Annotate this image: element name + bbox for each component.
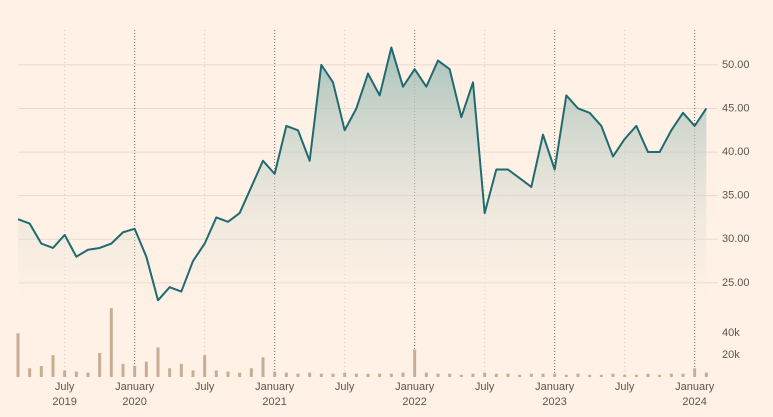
volume-bar	[378, 373, 382, 377]
volume-bar	[284, 372, 288, 377]
volume-bar	[203, 355, 207, 377]
x-tick-label: July	[55, 381, 75, 393]
y-tick-label: 20k	[722, 349, 740, 361]
volume-bar	[261, 357, 265, 377]
volume-bar	[39, 366, 43, 377]
x-year-label: 2021	[262, 396, 286, 408]
x-year-label: 2020	[122, 396, 146, 408]
x-tick-label: July	[195, 381, 215, 393]
x-year-label: 2024	[682, 396, 706, 408]
y-tick-label: 50.00	[722, 59, 750, 71]
volume-bar	[436, 373, 440, 377]
x-year-label: 2019	[52, 396, 76, 408]
y-tick-label: 40k	[722, 327, 740, 339]
volume-bar	[693, 368, 697, 377]
volume-bar	[529, 373, 533, 377]
volume-bar	[296, 373, 300, 377]
y-tick-label: 30.00	[722, 233, 750, 245]
volume-bar	[179, 363, 183, 377]
x-tick-label: January	[115, 381, 155, 393]
x-tick-label: January	[255, 381, 295, 393]
x-tick-label: July	[475, 381, 495, 393]
volume-bar	[354, 373, 358, 377]
volume-bar	[389, 373, 393, 377]
volume-bar	[156, 347, 160, 377]
volume-bar	[16, 333, 20, 377]
volume-bar	[28, 368, 32, 377]
volume-bar	[214, 370, 218, 377]
volume-bar	[191, 370, 195, 377]
volume-bar	[249, 368, 253, 377]
volume-bar	[319, 373, 323, 377]
volume-bar	[226, 371, 230, 377]
volume-bar	[331, 373, 335, 377]
volume-bar	[518, 374, 522, 377]
volume-bar	[553, 373, 557, 377]
volume-bar	[238, 372, 242, 377]
volume-bar	[506, 373, 510, 377]
price-line	[17, 46, 708, 302]
volume-bar	[646, 373, 650, 377]
x-tick-label: January	[535, 381, 575, 393]
volume-bar	[366, 373, 370, 377]
volume-bar	[541, 373, 545, 377]
x-tick-label: January	[395, 381, 435, 393]
x-tick-label: July	[615, 381, 635, 393]
volume-bar	[86, 372, 90, 377]
volume-bar	[623, 374, 627, 377]
volume-bar	[413, 349, 417, 377]
volume-bar	[611, 373, 615, 377]
volume-bar	[634, 374, 638, 377]
x-tick-label: January	[675, 381, 715, 393]
volume-bar	[588, 374, 592, 377]
volume-bar	[51, 355, 55, 377]
volume-bar	[109, 308, 113, 377]
volume-bar	[599, 374, 603, 377]
volume-bar	[483, 372, 487, 377]
volume-bar	[133, 366, 137, 377]
y-tick-label: 40.00	[722, 146, 750, 158]
volume-bar	[459, 374, 463, 377]
volume-bar	[273, 371, 277, 377]
volume-bar	[448, 373, 452, 377]
volume-bar	[144, 361, 148, 377]
volume-bar	[98, 352, 102, 377]
volume-bar	[704, 372, 708, 377]
volume-bar	[74, 371, 78, 377]
volume-bar	[576, 373, 580, 377]
volume-bar	[471, 373, 475, 377]
y-tick-label: 25.00	[722, 277, 750, 289]
volume-bar	[494, 373, 498, 377]
volume-bar	[424, 372, 428, 377]
volume-bar	[121, 363, 125, 377]
x-tick-label: July	[335, 381, 355, 393]
volume-bar	[63, 370, 67, 377]
volume-bar	[168, 368, 172, 377]
volume-bar	[669, 373, 673, 377]
volume-bar	[564, 374, 568, 377]
volume-bar	[401, 372, 405, 377]
y-tick-label: 35.00	[722, 190, 750, 202]
volume-bar	[658, 374, 662, 377]
volume-bar	[308, 372, 312, 377]
x-year-label: 2022	[402, 396, 426, 408]
marks	[16, 46, 708, 377]
price-area	[18, 47, 707, 309]
y-tick-label: 45.00	[722, 102, 750, 114]
labels: 25.00 30.00 35.00 40.00 45.00 50.00 20k 40k July…	[52, 59, 749, 408]
volume-bar	[343, 372, 347, 377]
volume-bar	[681, 373, 685, 377]
x-year-label: 2023	[542, 396, 566, 408]
